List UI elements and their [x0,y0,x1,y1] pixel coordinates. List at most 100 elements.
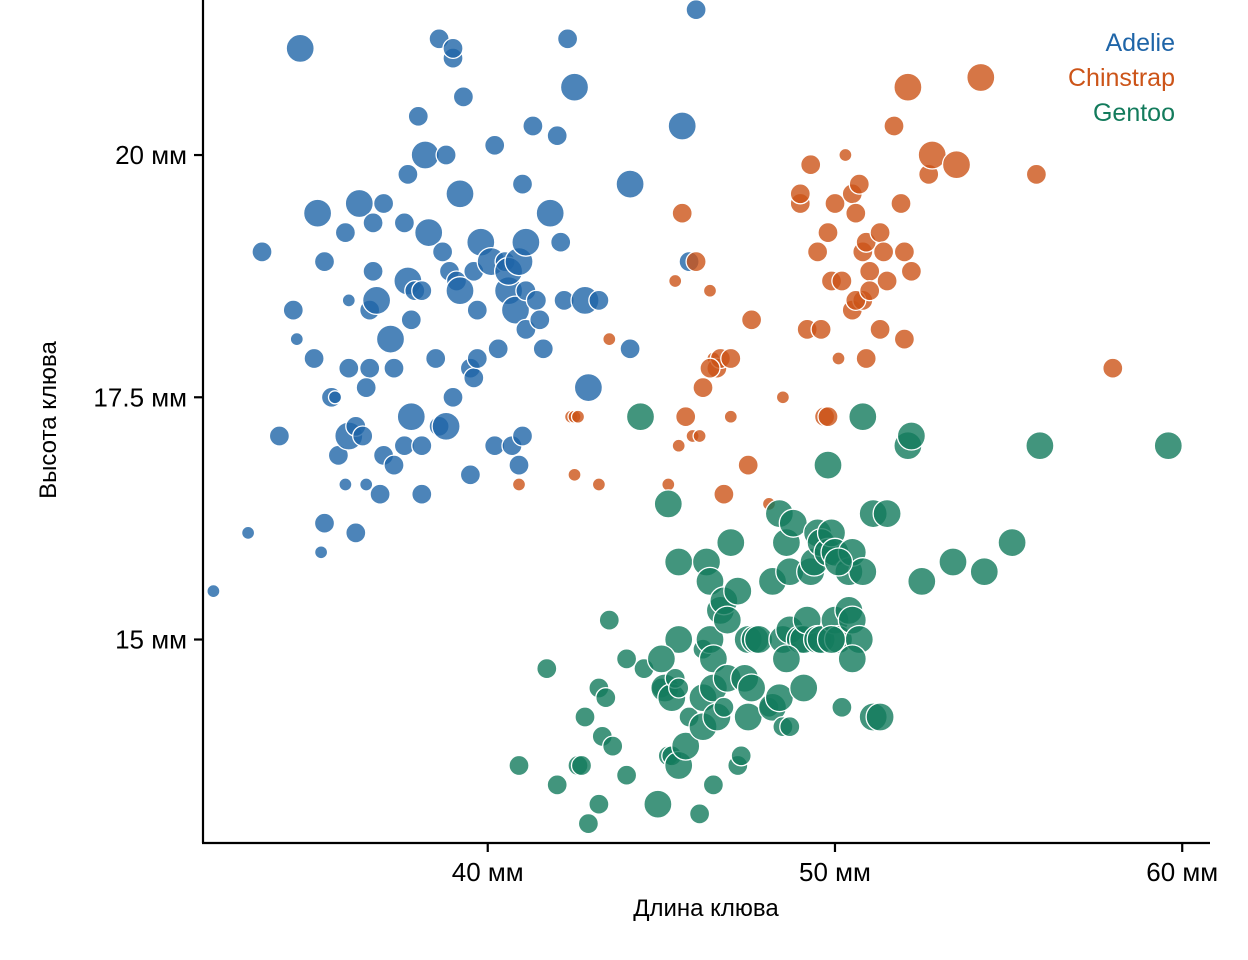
adelie-point [411,483,433,505]
gentoo-point [625,402,656,432]
chinstrap-point [671,438,686,453]
adelie-point [442,37,464,60]
chinstrap-point [869,318,891,341]
gentoo-point [831,696,853,718]
chinstrap-point [966,62,996,93]
adelie-point [511,227,541,257]
chinstrap-point [883,115,905,137]
chinstrap-point [1102,357,1124,379]
gentoo-point [615,764,638,786]
adelie-point [303,347,325,370]
adelie-point [282,299,304,321]
adelie-point [431,411,461,441]
adelie-point [206,583,221,599]
gentoo-point [865,702,895,732]
chinstrap-point [668,273,683,289]
adelie-point [525,289,548,312]
legend: Adelie Chinstrap Gentoo [1068,29,1175,127]
adelie-point [487,338,509,360]
adelie-point [355,376,377,399]
adelie-point [383,454,405,476]
gentoo-point [907,566,937,597]
chinstrap-point [740,309,763,331]
gentoo-point [615,648,638,670]
adelie-point [338,357,360,379]
adelie-point [240,525,256,541]
chinstrap-point [838,147,853,163]
gentoo-point [816,624,847,655]
x-axis-ticks: 40 мм 50 мм 60 мм [452,843,1218,887]
chinstrap-point [824,192,846,215]
chinstrap-point [720,347,742,370]
gentoo-point [736,673,767,703]
chinstrap-point [661,477,676,492]
chinstrap-point [685,250,707,273]
gentoo-point [664,624,694,655]
chinstrap-point [941,150,972,180]
adelie-point [361,285,392,316]
chinstrap-point [817,406,839,428]
gentoo-point [779,716,801,738]
legend-chinstrap: Chinstrap [1068,64,1175,92]
adelie-point [268,425,291,447]
x-tick-label: 60 мм [1146,857,1218,887]
adelie-point [251,241,273,263]
x-tick-label: 40 мм [452,857,524,887]
adelie-point [375,324,406,354]
adelie-point [508,454,530,476]
chinstrap-point [900,260,923,282]
adelie-point [289,331,304,347]
gentoo-point [837,644,867,674]
gentoo-point [723,576,753,606]
chinstrap-point [511,477,527,492]
adelie-point [362,212,384,234]
adelie-point [400,309,422,331]
legend-adelie: Adelie [1106,29,1176,57]
adelie-point [410,140,440,170]
adelie-point [362,260,384,282]
chinstrap-point [855,347,877,370]
adelie-point [313,512,336,534]
adelie-point [452,86,475,108]
gentoo-point [668,677,690,699]
adelie-point [546,125,568,147]
chinstrap-point [876,270,898,292]
chinstrap-point [675,406,697,428]
chinstrap-point [817,221,839,244]
gentoo-point [598,609,620,631]
adelie-point [411,435,433,457]
chinstrap-point [789,183,811,205]
chinstrap-point [800,154,822,176]
adelie-point [535,198,565,228]
adelie-point [500,295,531,325]
gentoo-point [771,644,802,674]
chinstrap-point [893,72,923,102]
chinstrap-point [893,241,916,263]
adelie-point [550,231,572,253]
chinstrap-point [692,376,714,399]
adelie-point [372,192,395,215]
gentoo-point [570,754,593,777]
y-axis-ticks: 15 мм 17.5 мм 20 мм [93,140,203,655]
adelie-point [588,289,610,312]
adelie-point [522,115,544,137]
gentoo-point [546,774,568,796]
gentoo-point [938,547,968,577]
chinstrap-point [775,390,791,405]
chinstrap-point [831,270,853,292]
adelie-point [334,221,357,244]
y-tick-label: 20 мм [115,140,187,170]
chinstrap-point [831,351,846,366]
chinstrap-point [859,260,881,282]
chinstrap-point [890,192,912,215]
adelie-point [511,173,534,195]
gentoo-point [823,547,854,577]
chinstrap-point [692,428,707,444]
adelie-point [338,477,353,492]
gentoo-point [602,735,624,757]
gentoo-point [536,657,558,680]
adelie-point [359,357,381,379]
chinstrap-point [723,409,738,424]
adelie-point [341,293,356,308]
